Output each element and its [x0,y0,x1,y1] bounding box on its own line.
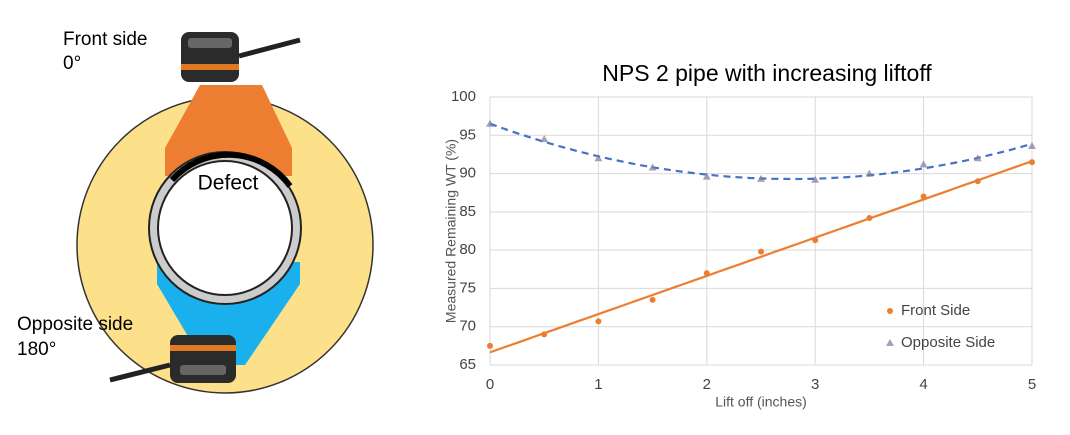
point [540,135,549,143]
y-tick-label: 65 [459,356,476,373]
x-tick-label: 4 [919,376,927,393]
point [812,237,819,244]
front-beam [165,85,292,148]
front-cable [238,37,301,59]
opposite-sensor [170,335,236,383]
point [648,163,657,171]
x-tick-label: 5 [1028,376,1036,393]
front-sensor-keys [188,38,232,48]
point [811,175,820,183]
point [974,178,981,185]
trendline [489,122,1033,181]
x-tick-label: 1 [594,376,602,393]
point [866,214,873,221]
point [920,193,927,200]
trendline [489,160,1033,354]
pipe-diagram: Front side 0° Opposite side 180° Defect [17,29,374,394]
x-tick-label: 3 [811,376,819,393]
point [1029,159,1035,166]
y-tick-label: 80 [459,241,476,258]
point [703,270,710,277]
point [486,119,494,127]
legend-label: Front Side [901,302,970,319]
point [758,248,764,255]
opposite-angle: 180° [17,339,56,360]
point [919,160,928,168]
defect-label: Defect [198,172,259,195]
opposite-beam [157,284,300,365]
opposite-sensor-band [170,345,236,351]
y-axis-label: Measured Remaining WT (%) [443,139,459,323]
y-tick-label: 75 [459,279,476,296]
pipe-bore [157,160,293,296]
point [1028,142,1036,150]
front-label: Front side [63,29,147,50]
legend-marker [887,308,893,314]
point [973,154,982,162]
front-angle: 0° [63,53,81,74]
y-tick-label: 70 [459,318,476,335]
legend-label: Opposite Side [901,334,995,351]
defect [169,151,293,188]
y-tick-label: 95 [459,126,476,143]
opposite-label: Opposite side [17,314,133,335]
x-axis-label: Lift off (inches) [715,394,807,410]
y-tick-label: 85 [459,203,476,220]
point [649,296,656,303]
front-sensor-band [181,64,239,70]
x-tick-label: 2 [703,376,711,393]
point [757,174,765,182]
opposite-sensor-keys [180,365,226,375]
point [487,342,493,349]
x-tick-label: 0 [486,376,494,393]
point [594,154,603,162]
point [595,318,602,325]
chart-title: NPS 2 pipe with increasing liftoff [602,60,932,86]
point [541,331,548,338]
point [702,172,711,180]
y-tick-label: 90 [459,165,476,182]
legend-marker [886,339,894,346]
point [865,169,874,177]
y-tick-label: 100 [451,88,476,105]
opposite-cable [109,362,171,383]
